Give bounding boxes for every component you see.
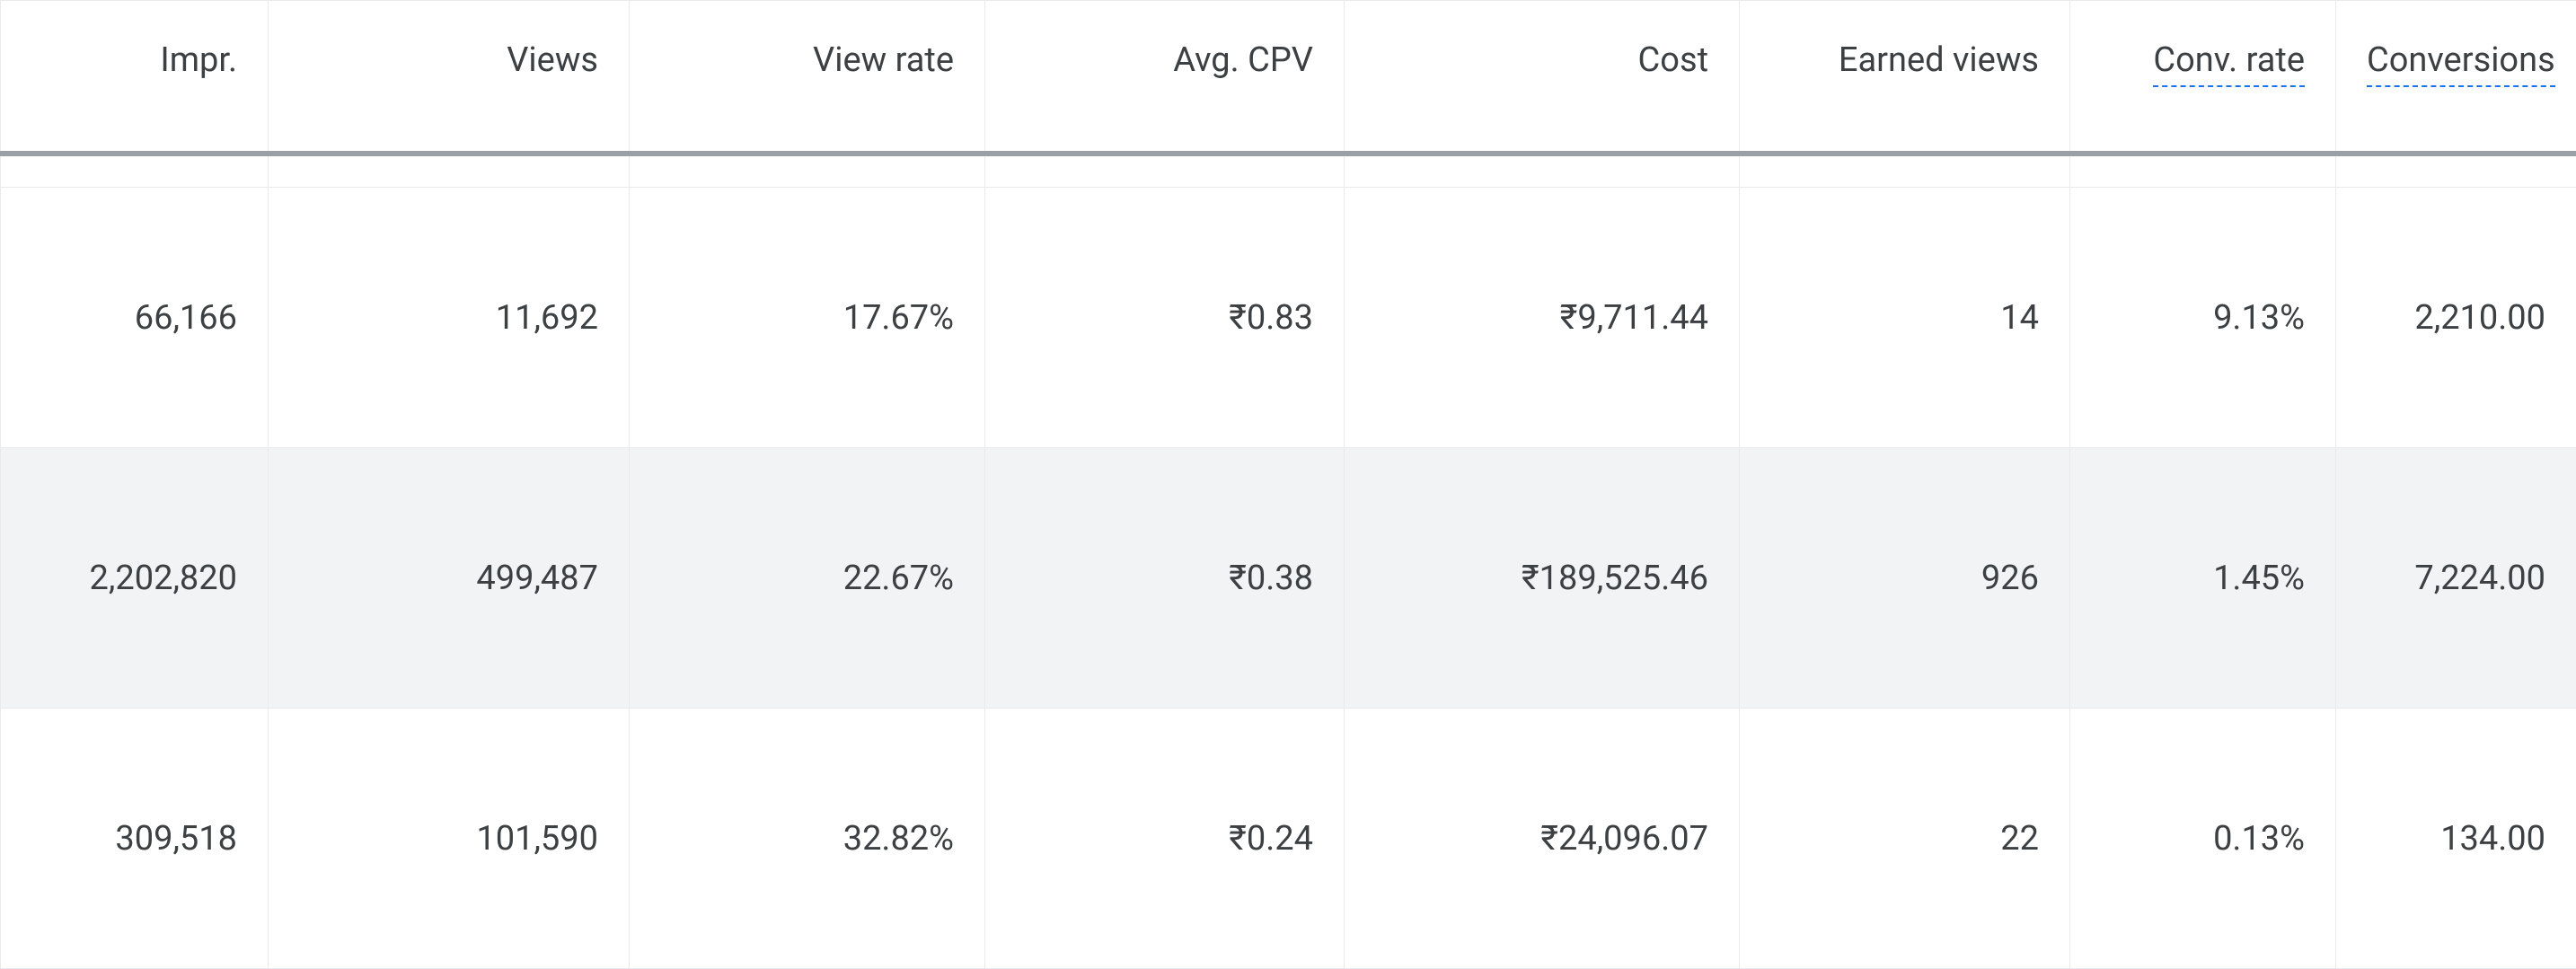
table-cell-earned_views: 14 xyxy=(1740,188,2070,448)
column-header-label: Avg. CPV xyxy=(1173,40,1313,80)
table-cell xyxy=(2070,154,2336,188)
column-header-earned_views[interactable]: Earned views xyxy=(1740,1,2070,154)
table-cell xyxy=(985,154,1345,188)
table-cell-views: 11,692 xyxy=(269,188,630,448)
column-header-label: Conv. rate xyxy=(2153,40,2305,87)
column-header-impr[interactable]: Impr. xyxy=(1,1,269,154)
table-cell-avg_cpv: ₹0.24 xyxy=(985,709,1345,969)
column-header-label: Earned views xyxy=(1839,40,2039,80)
column-header-label: Impr. xyxy=(160,40,237,80)
column-header-view_rate[interactable]: View rate xyxy=(630,1,985,154)
column-header-views[interactable]: Views xyxy=(269,1,630,154)
table-cell-views: 499,487 xyxy=(269,448,630,709)
table-cell-view_rate: 32.82% xyxy=(630,709,985,969)
table-cell xyxy=(1,154,269,188)
metrics-table: Impr. Views View rate Avg. CPV Cost Earned vi… xyxy=(0,0,2576,969)
table-cell-earned_views: 22 xyxy=(1740,709,2070,969)
table-cell-conv_rate: 0.13% xyxy=(2070,709,2336,969)
table-header-row: Impr. Views View rate Avg. CPV Cost Earned vi… xyxy=(1,1,2576,154)
table-cell-avg_cpv: ₹0.83 xyxy=(985,188,1345,448)
table-cell-impr: 309,518 xyxy=(1,709,269,969)
table-cell xyxy=(1740,154,2070,188)
column-header-label: Views xyxy=(507,40,598,80)
table-cell-impr: 2,202,820 xyxy=(1,448,269,709)
column-header-avg_cpv[interactable]: Avg. CPV xyxy=(985,1,1345,154)
table-cell-cost: ₹24,096.07 xyxy=(1345,709,1740,969)
table-cell xyxy=(269,154,630,188)
table-spacer-row xyxy=(1,154,2576,188)
table-cell xyxy=(1345,154,1740,188)
table-row[interactable]: 309,518101,59032.82%₹0.24₹24,096.07220.1… xyxy=(1,709,2576,969)
table-cell-conversions: 2,210.00 xyxy=(2336,188,2576,448)
table-cell-view_rate: 17.67% xyxy=(630,188,985,448)
table-cell xyxy=(630,154,985,188)
column-header-conversions[interactable]: Conversions xyxy=(2336,1,2576,154)
column-header-label: View rate xyxy=(813,40,954,80)
column-header-label: Cost xyxy=(1638,40,1708,80)
table-cell-views: 101,590 xyxy=(269,709,630,969)
column-header-label: Conversions xyxy=(2367,40,2555,87)
table-row[interactable]: 2,202,820499,48722.67%₹0.38₹189,525.4692… xyxy=(1,448,2576,709)
table-cell-avg_cpv: ₹0.38 xyxy=(985,448,1345,709)
table-cell-view_rate: 22.67% xyxy=(630,448,985,709)
table-row[interactable]: 66,16611,69217.67%₹0.83₹9,711.44149.13%2… xyxy=(1,188,2576,448)
table-cell xyxy=(2336,154,2576,188)
table-cell-conv_rate: 1.45% xyxy=(2070,448,2336,709)
table-cell-cost: ₹9,711.44 xyxy=(1345,188,1740,448)
column-header-conv_rate[interactable]: Conv. rate xyxy=(2070,1,2336,154)
table-cell-conversions: 7,224.00 xyxy=(2336,448,2576,709)
table-body: 66,16611,69217.67%₹0.83₹9,711.44149.13%2… xyxy=(1,154,2576,969)
table-cell-cost: ₹189,525.46 xyxy=(1345,448,1740,709)
column-header-cost[interactable]: Cost xyxy=(1345,1,1740,154)
table-cell-earned_views: 926 xyxy=(1740,448,2070,709)
table-cell-conv_rate: 9.13% xyxy=(2070,188,2336,448)
table-cell-conversions: 134.00 xyxy=(2336,709,2576,969)
table-cell-impr: 66,166 xyxy=(1,188,269,448)
